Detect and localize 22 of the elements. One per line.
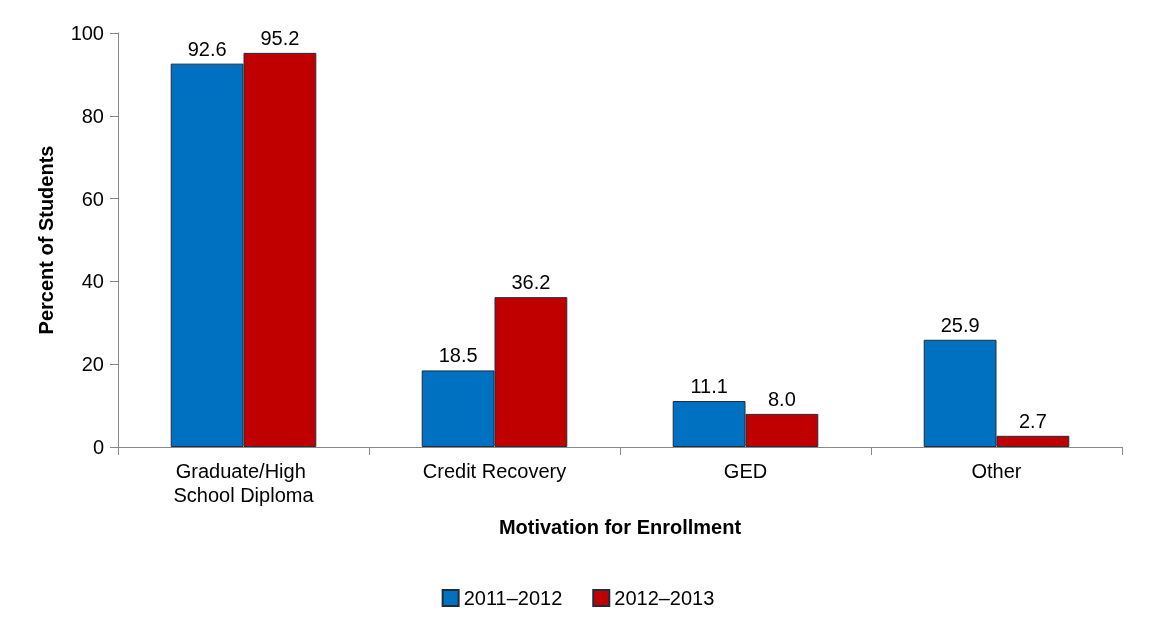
y-tick-label: 20 (81, 353, 104, 376)
data-label: 2.7 (1018, 409, 1047, 432)
x-axis-title: Motivation for Enrollment (498, 516, 742, 538)
y-tick-label: 80 (81, 104, 104, 127)
y-tick-label: 40 (81, 270, 104, 293)
legend-label: 2011–2012 (463, 587, 563, 609)
data-label: 25.9 (940, 313, 980, 336)
data-label: 92.6 (187, 37, 227, 60)
legend-label: 2012–2013 (614, 587, 715, 609)
y-axis-title: Percent of Students (35, 145, 57, 335)
data-label: 11.1 (690, 375, 728, 398)
x-tick-label: Other (971, 460, 1022, 482)
y-tick-label: 100 (70, 22, 104, 44)
data-label: 36.2 (511, 271, 551, 294)
data-label: 18.5 (438, 344, 478, 367)
data-label: 8.0 (767, 387, 796, 410)
y-tick-label: 0 (92, 436, 104, 458)
x-tick-label: GED (723, 460, 768, 482)
data-label: 95.2 (260, 26, 300, 49)
x-tick-label: Credit Recovery (422, 460, 567, 482)
x-tick-label: Graduate/High School Diploma (173, 460, 315, 506)
y-tick-label: 60 (81, 187, 104, 210)
